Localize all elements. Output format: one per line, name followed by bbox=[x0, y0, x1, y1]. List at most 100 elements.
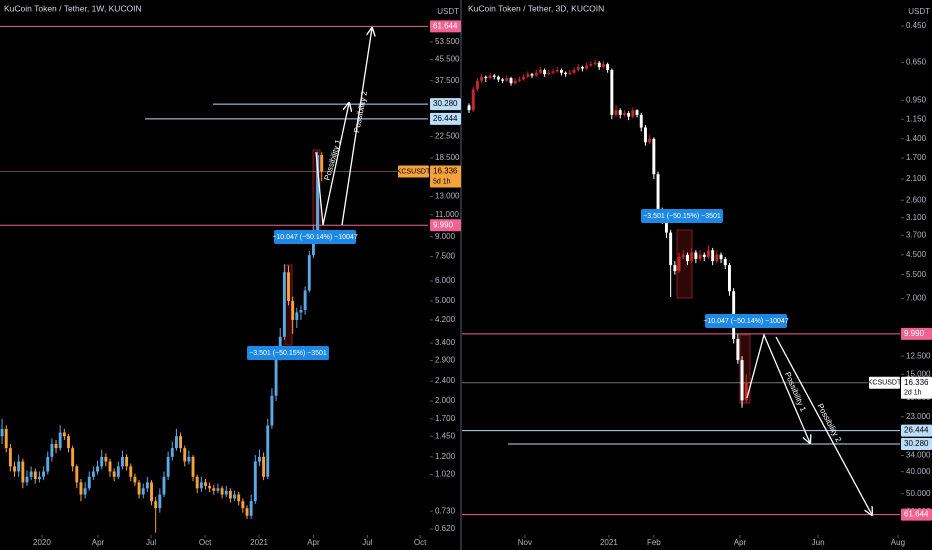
y-tick-label: 11.000 bbox=[435, 210, 459, 219]
level-label: 30.280 bbox=[904, 439, 929, 448]
candle-body bbox=[13, 466, 16, 472]
candle-body bbox=[50, 443, 54, 457]
y-tick-label: 4.200 bbox=[435, 315, 456, 324]
candle-body bbox=[484, 76, 488, 79]
x-tick-label: Oct bbox=[414, 538, 427, 547]
measure-box bbox=[676, 229, 693, 299]
candle-body bbox=[547, 72, 551, 75]
y-tick-label: 34.000 bbox=[906, 451, 931, 460]
measure-label-bg bbox=[247, 346, 329, 360]
level-label-bg bbox=[901, 508, 932, 521]
candle-body bbox=[245, 508, 249, 516]
candle-body bbox=[183, 448, 187, 462]
candle-body bbox=[576, 67, 580, 70]
candle-body bbox=[187, 456, 191, 462]
y-tick-label: 1.450 bbox=[435, 431, 456, 440]
level-label-bg bbox=[901, 424, 932, 437]
y-tick-label: 3.400 bbox=[435, 338, 456, 347]
candle-body bbox=[320, 155, 324, 172]
x-tick-label: Jul bbox=[362, 538, 372, 547]
candle-body bbox=[21, 461, 25, 483]
candle-body bbox=[79, 482, 83, 495]
candle-body bbox=[505, 78, 509, 81]
y-tick-label: 4.500 bbox=[906, 250, 927, 259]
y-tick-label: 1.700 bbox=[906, 153, 927, 162]
candle-body bbox=[108, 461, 112, 472]
level-label-bg bbox=[430, 98, 461, 111]
candle-body bbox=[618, 110, 622, 115]
y-tick-label: 3.700 bbox=[906, 230, 927, 239]
candle-body bbox=[154, 501, 158, 509]
candle-body bbox=[635, 110, 639, 115]
candle-body bbox=[224, 490, 228, 495]
symbol-tag: KCSUSDT bbox=[397, 168, 431, 175]
candle-body bbox=[631, 110, 635, 117]
candle-body bbox=[233, 494, 237, 499]
candle-body bbox=[270, 395, 274, 426]
y-tick-label: 0.650 bbox=[906, 58, 927, 67]
candle-body bbox=[303, 290, 307, 311]
last-price-label: 16.336 bbox=[904, 378, 929, 387]
candle-body bbox=[538, 69, 542, 73]
candle-body bbox=[585, 65, 589, 69]
candle-body bbox=[534, 72, 538, 76]
candle-body bbox=[517, 79, 521, 81]
y-tick-label: 0.730 bbox=[435, 506, 456, 515]
candle-body bbox=[262, 456, 266, 477]
candle-body bbox=[740, 360, 744, 401]
candle-body bbox=[212, 488, 216, 491]
candle-body bbox=[698, 254, 702, 260]
candle-body bbox=[530, 74, 534, 76]
symbol-tag-bg bbox=[869, 376, 900, 389]
level-label-bg bbox=[901, 438, 932, 451]
x-tick-label: 2021 bbox=[600, 538, 618, 547]
candle-body bbox=[42, 471, 46, 477]
candle-body bbox=[241, 501, 245, 509]
candle-body bbox=[467, 105, 471, 111]
candle-body bbox=[266, 425, 270, 477]
candle-body bbox=[258, 456, 261, 462]
candle-body bbox=[492, 75, 496, 77]
x-tick-label: Jun bbox=[812, 538, 825, 547]
forecast-arrow bbox=[315, 103, 349, 226]
y-tick-label: 1.700 bbox=[435, 414, 456, 423]
countdown: 2d 1h bbox=[904, 390, 922, 397]
y-tick-label: 6.000 bbox=[435, 276, 456, 285]
candle-body bbox=[170, 448, 174, 457]
candle-body bbox=[589, 64, 593, 66]
candle-body bbox=[4, 428, 8, 449]
candle-body bbox=[648, 138, 652, 143]
y-tick-label: 1.020 bbox=[435, 470, 456, 479]
candle-body bbox=[694, 252, 698, 260]
candle-body bbox=[706, 250, 710, 257]
candle-body bbox=[287, 272, 290, 301]
candle-body bbox=[551, 71, 555, 73]
candle-body bbox=[133, 476, 137, 483]
candle-body bbox=[690, 252, 694, 262]
y-tick-label: 0.950 bbox=[906, 95, 927, 104]
chart-title: KuCoin Token / Tether, 1W, KUCOIN bbox=[4, 3, 142, 13]
candle-body bbox=[475, 80, 479, 90]
candle-body bbox=[610, 69, 614, 115]
candle-body bbox=[204, 482, 207, 486]
measure-box bbox=[739, 334, 751, 404]
candle-body bbox=[274, 356, 278, 396]
candle-body bbox=[664, 217, 668, 233]
x-tick-label: 2021 bbox=[250, 538, 268, 547]
measure-label: −3.501 (−50.15%) −3501 bbox=[643, 213, 721, 220]
candle-body bbox=[29, 471, 33, 477]
candle-body bbox=[166, 456, 170, 477]
level-label: 9.990 bbox=[904, 329, 925, 338]
y-tick-label: 0.620 bbox=[435, 524, 456, 533]
candle-body bbox=[253, 461, 257, 502]
y-tick-label: 45.500 bbox=[435, 55, 460, 64]
candle-body bbox=[307, 255, 311, 291]
candle-body bbox=[685, 254, 689, 262]
candle-body bbox=[179, 436, 183, 449]
candle-body bbox=[639, 114, 643, 128]
candle-body bbox=[129, 466, 133, 477]
candle-body bbox=[715, 254, 719, 262]
candle-body bbox=[158, 494, 162, 509]
